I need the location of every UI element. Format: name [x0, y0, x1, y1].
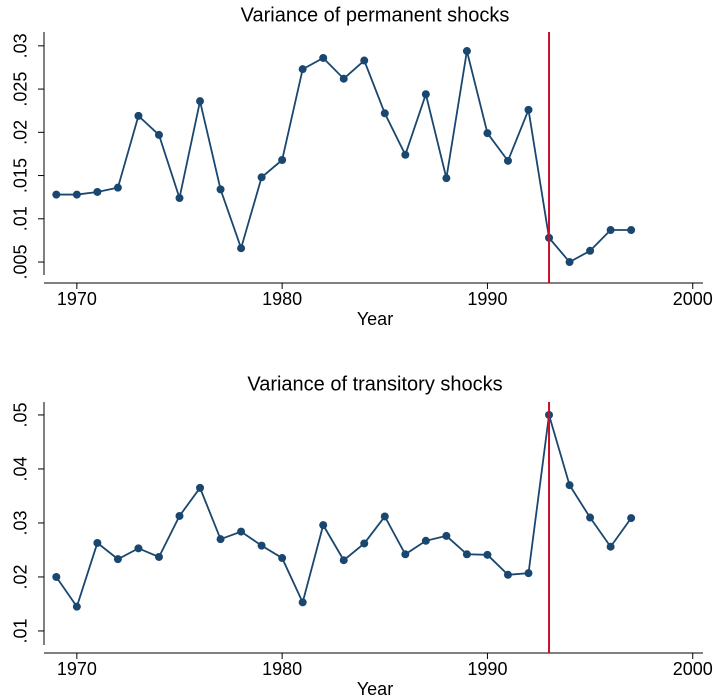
data-point: [462, 47, 471, 56]
data-point: [442, 174, 451, 183]
chart-title: Variance of permanent shocks: [241, 4, 510, 26]
data-point: [586, 246, 595, 255]
data-point: [565, 481, 574, 490]
data-point: [380, 512, 389, 521]
y-tick-label: .015: [11, 158, 31, 193]
data-point: [72, 190, 81, 199]
data-point: [154, 552, 163, 561]
data-point: [483, 129, 492, 138]
x-tick-label: 1980: [262, 659, 302, 679]
data-point: [503, 156, 512, 165]
y-tick-label: .005: [11, 245, 31, 280]
data-point: [524, 105, 533, 114]
data-point: [52, 572, 61, 581]
data-point: [627, 514, 636, 523]
data-point: [52, 190, 61, 199]
data-point: [196, 97, 205, 106]
data-point: [503, 570, 512, 579]
x-tick-label: 2000: [673, 289, 713, 309]
series-line: [55, 414, 632, 609]
data-point: [462, 550, 471, 559]
x-tick-label: 1970: [57, 659, 97, 679]
y-tick-label: .02: [11, 120, 31, 145]
data-point: [606, 542, 615, 551]
data-point: [421, 90, 430, 99]
data-point: [339, 74, 348, 83]
y-tick-label: .02: [11, 564, 31, 589]
data-point: [298, 65, 307, 74]
data-point: [360, 539, 369, 548]
data-point: [606, 226, 615, 235]
data-point: [627, 226, 636, 235]
data-point: [319, 53, 328, 62]
data-point: [154, 130, 163, 139]
data-point: [380, 109, 389, 118]
data-point: [196, 483, 205, 492]
data-point: [93, 538, 102, 547]
data-point: [257, 173, 266, 182]
data-point: [257, 541, 266, 550]
data-point: [421, 536, 430, 545]
x-tick-label: 1970: [57, 289, 97, 309]
data-point: [298, 598, 307, 607]
data-point: [237, 244, 246, 253]
data-point: [113, 555, 122, 564]
data-point: [565, 258, 574, 267]
data-point: [278, 155, 287, 164]
x-tick-label: 1980: [262, 289, 302, 309]
data-point: [93, 187, 102, 196]
y-tick-label: .03: [11, 33, 31, 58]
data-point: [216, 535, 225, 544]
data-point: [442, 531, 451, 540]
data-point: [586, 513, 595, 522]
y-tick-label: .04: [11, 456, 31, 481]
data-point: [237, 527, 246, 536]
y-tick-label: .01: [11, 618, 31, 643]
data-point: [278, 554, 287, 563]
x-tick-label: 1990: [467, 659, 507, 679]
data-point: [216, 185, 225, 194]
chart-title: Variance of transitory shocks: [247, 373, 502, 395]
y-tick-label: .05: [11, 402, 31, 427]
data-point: [339, 556, 348, 565]
data-point: [360, 56, 369, 65]
data-point: [401, 150, 410, 159]
data-point: [401, 550, 410, 559]
data-point: [134, 111, 143, 120]
x-axis-label: Year: [357, 679, 393, 698]
data-point: [113, 183, 122, 192]
data-point: [175, 511, 184, 520]
data-point: [72, 602, 81, 611]
data-point: [483, 550, 492, 559]
y-tick-label: .03: [11, 510, 31, 535]
x-tick-label: 2000: [673, 659, 713, 679]
y-tick-label: .01: [11, 206, 31, 231]
x-axis-label: Year: [357, 309, 393, 329]
data-point: [524, 569, 533, 578]
data-point: [319, 521, 328, 530]
x-tick-label: 1990: [467, 289, 507, 309]
data-point: [175, 194, 184, 203]
y-tick-label: .025: [11, 72, 31, 107]
data-point: [134, 544, 143, 553]
